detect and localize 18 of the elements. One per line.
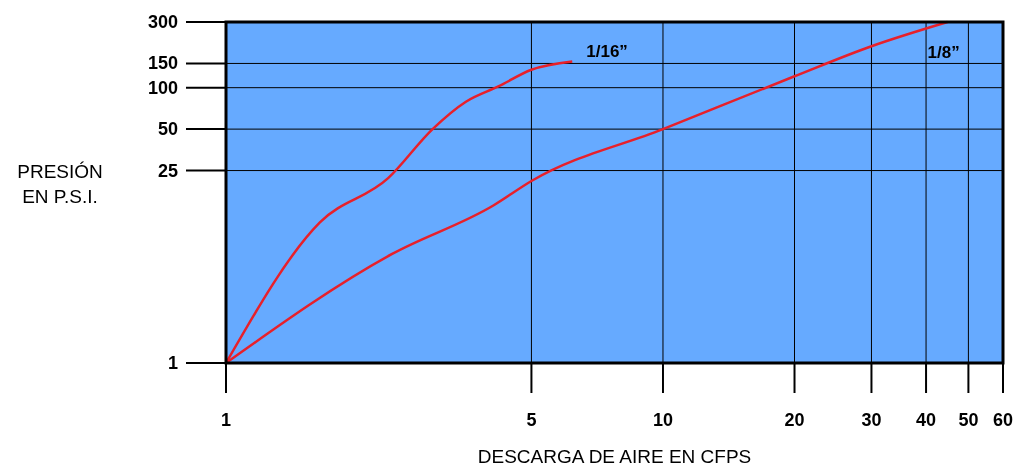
y-tick-label: 25	[157, 160, 178, 181]
y-tick-label: 300	[147, 12, 178, 32]
series-label: 1/8”	[927, 43, 960, 62]
x-tick-label: 40	[916, 410, 937, 430]
x-tick-label: 60	[992, 410, 1014, 430]
y-tick-label: 150	[147, 53, 178, 74]
x-tick-label: 10	[652, 410, 673, 430]
x-tick-label: 30	[861, 410, 882, 430]
y-tick-label: 100	[147, 77, 178, 98]
y-axis-title: PRESIÓN EN P.S.I.	[17, 161, 103, 207]
x-tick-label: 1	[220, 410, 232, 430]
series-label: 1/16”	[586, 42, 628, 62]
y-tick-label: 50	[157, 119, 178, 140]
x-tick-label: 5	[526, 410, 537, 430]
x-tick-label: 20	[784, 410, 805, 430]
x-axis-title: DESCARGA DE AIRE EN CFPS	[477, 446, 752, 467]
y-tick-label: 1	[167, 353, 178, 373]
x-tick-label: 50	[958, 410, 979, 430]
